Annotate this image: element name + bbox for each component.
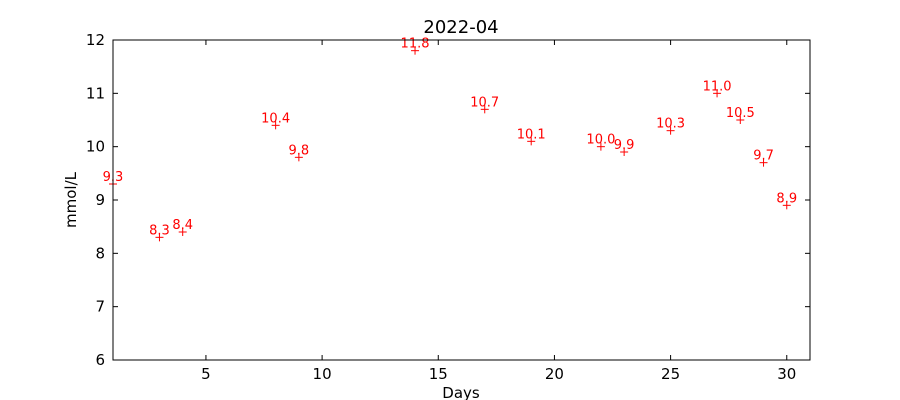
data-label: 11.0 <box>703 79 732 94</box>
y-tick-label: 11 <box>86 84 105 102</box>
x-tick-label: 5 <box>201 365 211 383</box>
data-point <box>155 233 164 242</box>
data-point <box>759 158 768 167</box>
data-point <box>596 142 605 151</box>
chart-title: 2022-04 <box>423 17 498 38</box>
y-tick-label: 7 <box>95 298 105 316</box>
y-tick-label: 6 <box>95 351 105 369</box>
data-label: 10.1 <box>517 127 546 142</box>
data-label: 10.3 <box>656 117 685 132</box>
y-tick-label: 9 <box>95 191 105 209</box>
data-label: 10.0 <box>586 133 615 148</box>
x-tick-label: 15 <box>429 365 448 383</box>
x-axis-label: Days <box>442 384 480 400</box>
data-point <box>178 228 187 236</box>
data-label: 8.9 <box>776 191 797 206</box>
data-point <box>294 153 303 162</box>
data-point <box>782 201 791 210</box>
x-tick-label: 10 <box>313 365 332 383</box>
data-label: 9.8 <box>289 143 310 158</box>
data-label: 10.7 <box>470 95 499 110</box>
data-point <box>713 89 722 98</box>
data-label: 9.7 <box>753 149 774 164</box>
y-tick-label: 10 <box>86 138 105 156</box>
data-point <box>620 148 629 156</box>
y-axis-label: mmol/L <box>62 171 80 228</box>
x-tick-label: 30 <box>777 365 796 383</box>
data-label: 8.4 <box>172 218 193 233</box>
data-point <box>736 116 745 124</box>
data-point <box>411 46 420 55</box>
data-point <box>527 137 536 146</box>
y-tick-label: 8 <box>95 244 105 262</box>
data-points <box>109 46 791 242</box>
data-label: 8.3 <box>149 223 170 238</box>
data-label: 11.8 <box>401 37 430 52</box>
data-point <box>480 105 489 114</box>
data-label: 10.4 <box>261 111 290 126</box>
data-point <box>666 126 675 135</box>
data-label: 9.9 <box>614 138 635 153</box>
axis-ticks: 5 10 15 20 25 30 6 7 8 9 10 11 12 <box>86 31 810 383</box>
y-tick-label: 12 <box>86 31 105 49</box>
data-point <box>271 121 280 130</box>
x-tick-label: 25 <box>661 365 680 383</box>
x-tick-label: 20 <box>545 365 564 383</box>
data-labels: 9.38.3 8.410.49.811.810.710.1 10.09.910.31… <box>103 37 797 239</box>
data-label: 10.5 <box>726 106 755 121</box>
plot-frame <box>112 39 811 361</box>
